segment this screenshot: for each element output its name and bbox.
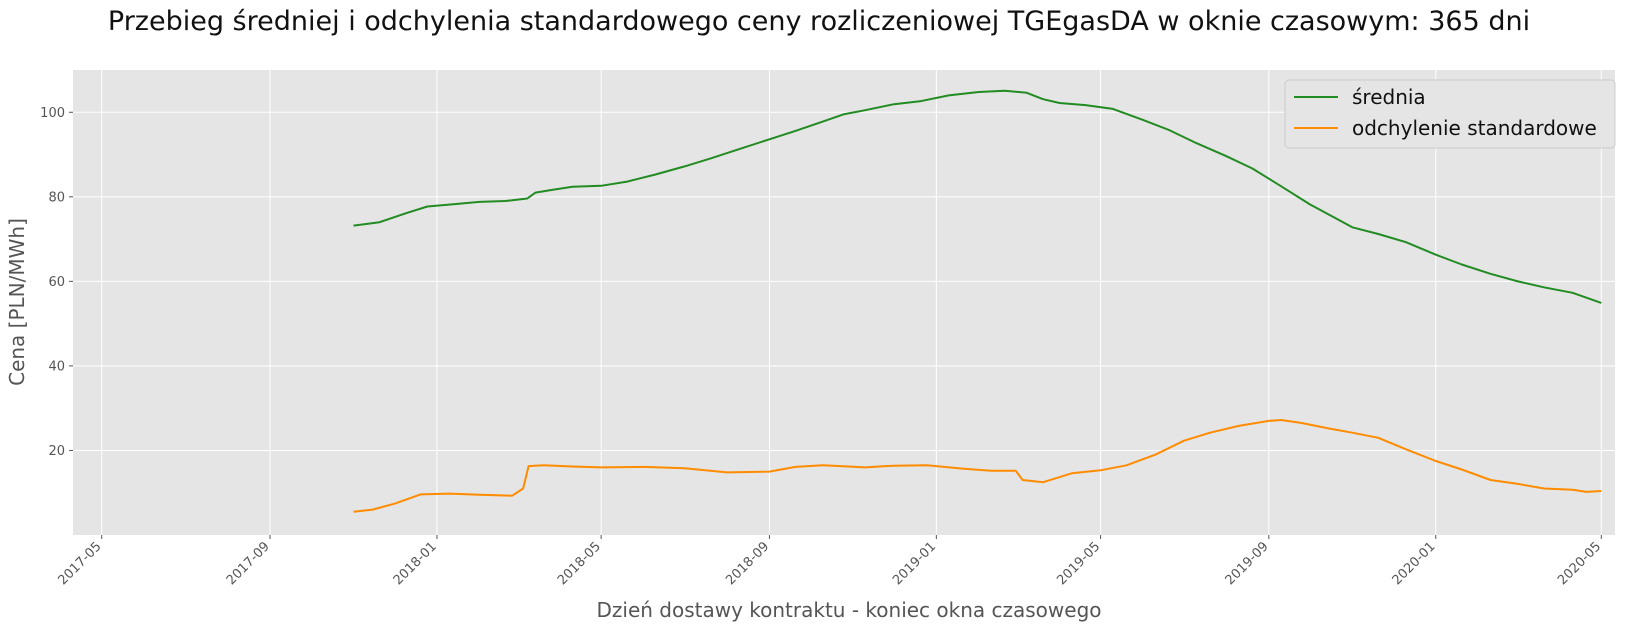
chart-title: Przebieg średniej i odchylenia standardo… — [107, 6, 1531, 37]
tick-label-x-2020-05: 2020-05 — [1555, 539, 1604, 588]
x-axis-title: Dzień dostawy kontraktu - koniec okna cz… — [596, 598, 1101, 622]
tick-label-x-2019-09: 2019-09 — [1223, 539, 1272, 588]
series-line-srednia — [353, 89, 1602, 304]
tick-label-y-80: 80 — [48, 190, 65, 205]
tick-label-x-2017-09: 2017-09 — [224, 539, 273, 588]
tick-label-x-2018-09: 2018-09 — [723, 539, 772, 588]
tick-label-x-2018-01: 2018-01 — [391, 539, 440, 588]
grid-lines — [73, 70, 1615, 535]
legend-label-odchylenie: odchylenie standardowe — [1352, 116, 1597, 140]
tick-label-x-2020-01: 2020-01 — [1390, 539, 1439, 588]
legend-label-srednia: średnia — [1352, 85, 1426, 109]
tick-label-x-2019-01: 2019-01 — [890, 539, 939, 588]
tick-label-y-20: 20 — [48, 444, 65, 459]
series-line-odchylenie-standardowe — [353, 419, 1602, 513]
tick-label-x-2017-05: 2017-05 — [56, 539, 105, 588]
tick-label-y-40: 40 — [48, 359, 65, 374]
legend-box — [1284, 79, 1616, 149]
tick-label-y-100: 100 — [40, 106, 65, 121]
legend: średnia odchylenie standardowe — [1284, 79, 1616, 149]
series-layer — [353, 89, 1602, 513]
tick-label-y-60: 60 — [48, 275, 65, 290]
tick-label-x-2019-05: 2019-05 — [1054, 539, 1103, 588]
tick-label-x-2018-05: 2018-05 — [555, 539, 604, 588]
y-axis-title: Cena [PLN/MWh] — [5, 218, 29, 386]
